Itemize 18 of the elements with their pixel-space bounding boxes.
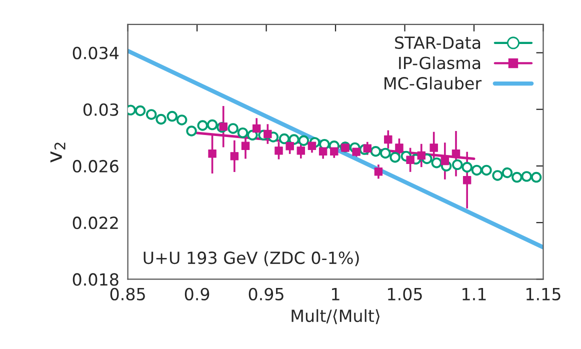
x-tick-label: 1.15 — [526, 288, 560, 300]
y-tick-label: 0.026 — [72, 160, 118, 173]
x-tick-label: 0.95 — [248, 288, 284, 300]
legend-label: MC-Glauber — [384, 76, 482, 90]
y-tick-label: 0.022 — [72, 216, 118, 230]
x-axis-title: Mult/⟨Mult⟩ — [292, 309, 380, 324]
y-tick-label: 0.018 — [72, 273, 118, 286]
annotation: U+U 193 GeV (ZDC 0-1%) — [144, 251, 359, 266]
x-tick-label: 1 — [332, 288, 340, 300]
y-axis-title: v$_{2}$ — [50, 142, 66, 162]
x-tick-label: 1.05 — [388, 288, 422, 300]
legend-label: IP-Glasma — [399, 56, 480, 70]
y-tick-label: 0.03 — [83, 103, 118, 116]
x-tick-label: 0.9 — [184, 288, 210, 300]
x-tick-label: 0.85 — [110, 288, 145, 300]
legend-label: STAR-Data — [395, 36, 480, 49]
y-tick-label: 0.034 — [72, 46, 119, 60]
x-tick-label: 1.1 — [462, 288, 486, 300]
